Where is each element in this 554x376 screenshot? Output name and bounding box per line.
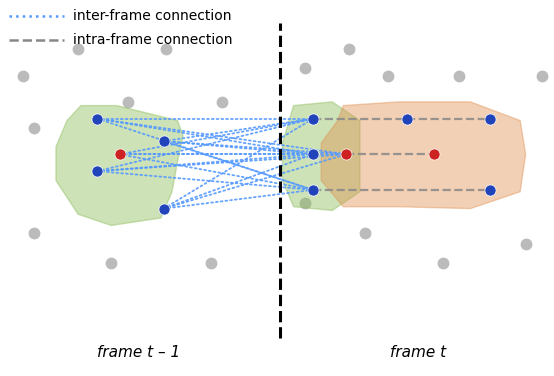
Polygon shape — [56, 106, 183, 226]
Polygon shape — [283, 102, 360, 211]
Text: frame t: frame t — [390, 345, 446, 360]
Text: intra-frame connection: intra-frame connection — [73, 33, 232, 47]
Polygon shape — [321, 102, 526, 209]
Text: frame t – 1: frame t – 1 — [97, 345, 181, 360]
Text: inter-frame connection: inter-frame connection — [73, 9, 231, 23]
